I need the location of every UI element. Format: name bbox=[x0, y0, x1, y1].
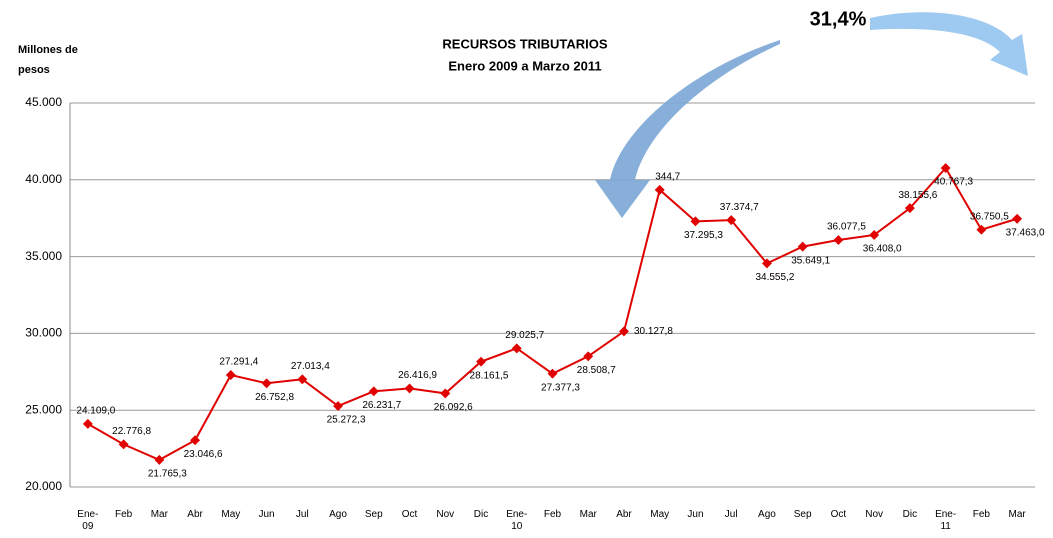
marker bbox=[940, 163, 951, 173]
marker bbox=[404, 383, 415, 394]
marker bbox=[261, 378, 272, 389]
x-tick-label: Ene-09 bbox=[77, 509, 99, 532]
data-label: 27.377,3 bbox=[541, 382, 580, 393]
marker bbox=[797, 241, 808, 252]
x-tick-label: Mar bbox=[150, 509, 168, 520]
y-axis-label: Millones de pesos bbox=[18, 44, 78, 76]
x-tick-label: Ene-10 bbox=[506, 509, 528, 532]
data-label: 27.291,4 bbox=[219, 357, 258, 368]
marker bbox=[225, 370, 236, 380]
data-label: 26.416,9 bbox=[398, 370, 437, 381]
x-tick-label: Oct bbox=[830, 509, 847, 520]
x-tick-label: Jun bbox=[687, 509, 704, 520]
marker bbox=[547, 368, 558, 379]
x-tick-label: Dic bbox=[902, 509, 918, 520]
marker bbox=[654, 184, 665, 195]
marker bbox=[761, 258, 772, 269]
marker bbox=[1012, 213, 1023, 224]
data-label: 26.752,8 bbox=[255, 392, 294, 403]
data-label: 24.109,0 bbox=[76, 406, 115, 417]
x-tick-label: Nov bbox=[865, 509, 884, 520]
data-label: 26.092,6 bbox=[434, 402, 473, 413]
data-label: 36.077,5 bbox=[827, 222, 866, 233]
data-label: 29.025,7 bbox=[505, 330, 544, 341]
x-tick-label: May bbox=[221, 509, 241, 520]
x-tick-label: Abr bbox=[187, 509, 203, 520]
y-tick-label: 35.000 bbox=[25, 249, 62, 263]
chart-title: RECURSOS TRIBUTARIOS bbox=[442, 36, 607, 51]
marker bbox=[583, 351, 594, 362]
annotation: 31,4% bbox=[810, 8, 867, 30]
marker bbox=[440, 388, 451, 399]
x-tick-label: Dic bbox=[473, 509, 489, 520]
y-tick-label: 30.000 bbox=[25, 326, 62, 340]
x-tick-label: Abr bbox=[616, 509, 632, 520]
data-label: 23.046,6 bbox=[184, 449, 223, 460]
marker bbox=[333, 401, 344, 411]
marker bbox=[476, 356, 486, 367]
data-label: 36.408,0 bbox=[863, 244, 902, 255]
marker bbox=[619, 326, 629, 337]
x-tick-label: Sep bbox=[793, 509, 812, 520]
data-label: 27.013,4 bbox=[291, 361, 330, 372]
data-label: 40.767,3 bbox=[934, 177, 973, 188]
data-label: 30.127,8 bbox=[634, 326, 673, 337]
data-label: 26.231,7 bbox=[362, 400, 401, 411]
data-label: 34.555,2 bbox=[755, 272, 794, 283]
y-tick-label: 45.000 bbox=[25, 95, 62, 109]
x-tick-label: Ene-11 bbox=[935, 509, 957, 532]
marker bbox=[511, 343, 522, 354]
arrow bbox=[595, 40, 780, 218]
data-label: 36.750,5 bbox=[970, 211, 1009, 222]
marker bbox=[976, 224, 987, 235]
marker bbox=[154, 454, 165, 465]
y-tick-label: 25.000 bbox=[25, 402, 62, 416]
y-tick-label: 20.000 bbox=[25, 479, 62, 493]
marker bbox=[297, 374, 308, 385]
data-label: 35.649,1 bbox=[791, 255, 830, 266]
marker bbox=[833, 235, 844, 245]
data-label: 22.776,8 bbox=[112, 426, 151, 437]
marker bbox=[82, 418, 93, 429]
data-label: 37.295,3 bbox=[684, 230, 723, 241]
x-tick-label: Sep bbox=[364, 509, 383, 520]
chart-subtitle: Enero 2009 a Marzo 2011 bbox=[448, 58, 601, 73]
data-label: 37.463,0 bbox=[1006, 227, 1045, 238]
line bbox=[87, 166, 1018, 461]
y-tick-label: 40.000 bbox=[25, 172, 62, 186]
data-label: 28.508,7 bbox=[577, 365, 616, 376]
data-label: 37.374,7 bbox=[720, 202, 759, 213]
data-label: 21.765,3 bbox=[148, 469, 187, 480]
x-tick-label: May bbox=[650, 509, 670, 520]
marker bbox=[904, 203, 915, 214]
marker bbox=[190, 435, 201, 446]
x-tick-label: Feb bbox=[972, 509, 990, 520]
x-tick-label: Jul bbox=[295, 509, 309, 520]
x-tick-label: Jul bbox=[724, 509, 738, 520]
marker bbox=[726, 215, 737, 226]
x-tick-label: Jun bbox=[258, 509, 275, 520]
marker bbox=[368, 386, 379, 397]
x-tick-label: Nov bbox=[436, 509, 455, 520]
data-label: 28.161,5 bbox=[470, 370, 509, 381]
data-label: 25.272,3 bbox=[327, 415, 366, 426]
x-tick-label: Mar bbox=[1008, 509, 1026, 520]
data-label: 344,7 bbox=[655, 172, 680, 183]
marker bbox=[118, 439, 129, 450]
x-tick-label: Oct bbox=[401, 509, 418, 520]
x-tick-label: Feb bbox=[114, 509, 133, 520]
data-label: 38.155,6 bbox=[898, 190, 937, 201]
marker bbox=[690, 216, 701, 227]
x-tick-label: Ago bbox=[758, 509, 776, 520]
x-tick-label: Feb bbox=[543, 509, 562, 520]
x-tick-label: Mar bbox=[579, 509, 597, 520]
marker bbox=[869, 230, 880, 240]
x-tick-label: Ago bbox=[329, 509, 347, 520]
arrow bbox=[870, 12, 1028, 77]
